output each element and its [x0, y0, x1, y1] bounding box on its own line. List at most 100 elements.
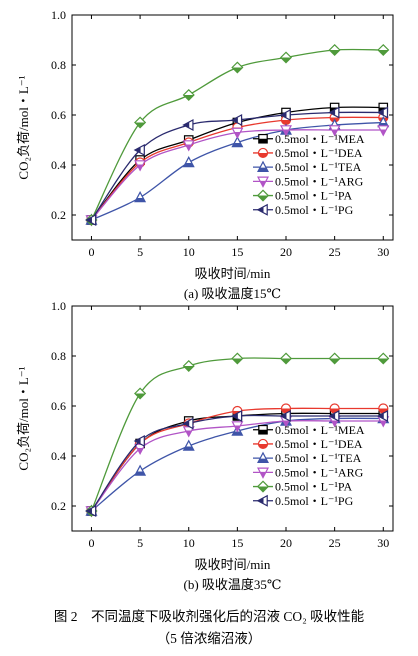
data-point-b-pa-5-fill: [329, 358, 340, 364]
data-point-b-pg-0-fill: [86, 508, 92, 514]
data-point-b-arg-1-fill: [137, 448, 143, 454]
data-point-b-arg-6-fill: [380, 420, 386, 427]
data-point-b-pa-3-fill: [232, 358, 243, 364]
data-point-a-pa-1-fill: [134, 122, 146, 128]
legend-label-a-mea: 0.5mol・L⁻¹MEA: [275, 132, 365, 146]
x-tick-label-a-0: 0: [88, 245, 94, 259]
legend-label-a-dea: 0.5mol・L⁻¹DEA: [275, 146, 363, 160]
data-point-b-arg-3-fill: [234, 425, 240, 432]
y-tick-label-b-1: 0.4: [51, 449, 66, 463]
x-tick-label-b-4: 20: [280, 536, 292, 550]
data-point-a-arg-1-fill: [137, 164, 143, 171]
y-axis-label-a: CO₂负荷/mol・L⁻¹: [16, 75, 31, 179]
data-point-a-pa-4-fill: [280, 57, 292, 63]
x-axis-label-b: 吸收时间/min: [195, 557, 271, 572]
data-point-b-arg-2-fill: [186, 430, 192, 437]
legend-marker-b-pa-fill: [257, 486, 269, 492]
x-tick-label-a-5: 25: [329, 245, 341, 259]
figure-caption-line1: 图 2 不同温度下吸收剂强化后的沼液 CO₂ 吸收性能: [54, 609, 364, 624]
x-tick-label-b-2: 10: [183, 536, 195, 550]
panel-subtitle-b: (b) 吸收温度35℃: [184, 577, 282, 592]
legend-label-a-pg: 0.5mol・L⁻¹PG: [275, 203, 354, 217]
data-point-b-pa-2-fill: [183, 366, 194, 372]
data-point-a-pg-6-fill: [378, 110, 384, 115]
data-point-b-pg-2-fill: [183, 421, 190, 426]
data-point-a-tea-2-fill: [183, 163, 194, 167]
legend-marker-a-arg-fill: [260, 180, 266, 187]
legend-marker-a-mea-fill: [258, 138, 268, 143]
y-tick-label-b-3: 0.8: [51, 349, 66, 363]
legend-marker-a-pg-fill: [257, 207, 264, 213]
x-tick-label-a-4: 20: [280, 245, 292, 259]
y-tick-label-a-3: 0.8: [51, 58, 66, 72]
data-point-b-tea-3-fill: [232, 431, 243, 436]
data-point-b-pa-1-fill: [134, 393, 146, 399]
data-point-a-pg-0-fill: [86, 217, 92, 223]
data-point-a-pg-4-fill: [280, 112, 287, 118]
data-point-a-arg-3-fill: [234, 132, 240, 138]
data-point-a-pg-3-fill: [232, 117, 238, 123]
legend-label-b-arg: 0.5mol・L⁻¹ARG: [275, 465, 364, 479]
data-point-b-tea-1-fill: [135, 471, 146, 476]
x-tick-label-a-3: 15: [231, 245, 243, 259]
figure-caption-line2: （5 倍浓缩沼液）: [157, 631, 262, 646]
data-point-a-pa-5-fill: [329, 50, 340, 56]
legend-marker-b-mea-fill: [258, 429, 268, 434]
legend-label-b-dea: 0.5mol・L⁻¹DEA: [275, 437, 363, 451]
data-point-b-pg-1-fill: [134, 438, 141, 444]
data-point-a-arg-2-fill: [186, 144, 192, 151]
legend-label-a-tea: 0.5mol・L⁻¹TEA: [275, 160, 362, 174]
y-tick-label-a-0: 0.2: [51, 208, 66, 222]
data-point-a-tea-3-fill: [232, 143, 243, 147]
data-point-b-pg-6-fill: [378, 413, 384, 419]
data-point-b-tea-2-fill: [183, 446, 194, 451]
data-point-b-arg-4-fill: [283, 420, 289, 427]
y-tick-label-b-0: 0.2: [51, 499, 66, 513]
legend-marker-a-tea-fill: [258, 167, 268, 172]
data-point-a-arg-5-fill: [332, 129, 338, 136]
legend-label-b-mea: 0.5mol・L⁻¹MEA: [275, 423, 365, 437]
legend-label-a-pa: 0.5mol・L⁻¹PA: [275, 189, 353, 203]
y-tick-label-a-1: 0.4: [51, 158, 66, 172]
data-point-a-pg-2-fill: [183, 122, 190, 128]
y-axis-label-b: CO₂负荷/mol・L⁻¹: [16, 366, 31, 470]
legend-label-b-pg: 0.5mol・L⁻¹PG: [275, 494, 354, 508]
y-tick-label-a-2: 0.6: [51, 108, 66, 122]
data-point-b-pa-6-fill: [378, 358, 389, 364]
x-tick-label-a-1: 5: [137, 245, 143, 259]
chart-panel-a: 0 5 10 15 20 25 30 0.2 0.4 0.6 0.8 1.0 吸收时间/min CO₂负荷…: [16, 8, 394, 301]
legend-label-b-pa: 0.5mol・L⁻¹PA: [275, 480, 353, 494]
data-point-a-tea-1-fill: [135, 198, 146, 202]
data-point-a-arg-6-fill: [380, 129, 386, 136]
data-point-a-dea-4-fill: [281, 120, 291, 125]
legend-marker-a-dea-fill: [258, 152, 268, 158]
data-point-b-pg-5-fill: [329, 413, 336, 419]
chart-panel-b: 0 5 10 15 20 25 30 0.2 0.4 0.6 0.8 1.0 吸收时间/min CO₂负荷…: [16, 299, 394, 592]
plot-frame-b: [71, 305, 394, 532]
x-tick-label-a-2: 10: [183, 245, 195, 259]
panel-subtitle-a: (a) 吸收温度15℃: [184, 286, 281, 301]
data-point-a-pg-1-fill: [134, 147, 141, 153]
x-axis-label-a: 吸收时间/min: [195, 266, 271, 281]
x-tick-label-b-3: 15: [231, 536, 243, 550]
data-point-b-pa-4-fill: [280, 358, 292, 364]
x-tick-label-a-6: 30: [377, 245, 389, 259]
data-point-a-pg-5-fill: [329, 110, 336, 115]
data-point-a-arg-4-fill: [283, 129, 289, 136]
legend-label-b-tea: 0.5mol・L⁻¹TEA: [275, 451, 362, 465]
data-point-a-pa-6-fill: [378, 50, 389, 56]
legend-marker-b-pg-fill: [257, 498, 264, 504]
y-tick-label-a-4: 1.0: [51, 8, 66, 22]
legend-marker-b-arg-fill: [260, 471, 266, 478]
legend-marker-b-dea-fill: [258, 443, 268, 449]
x-tick-label-b-5: 25: [329, 536, 341, 550]
x-tick-label-b-1: 5: [137, 536, 143, 550]
x-tick-label-b-6: 30: [377, 536, 389, 550]
legend-marker-b-tea-fill: [258, 458, 268, 463]
data-point-a-pa-3-fill: [232, 67, 243, 73]
y-tick-label-b-2: 0.6: [51, 399, 66, 413]
data-point-b-pg-4-fill: [280, 413, 287, 419]
y-tick-label-b-4: 1.0: [51, 299, 66, 313]
data-point-b-arg-5-fill: [332, 420, 338, 427]
